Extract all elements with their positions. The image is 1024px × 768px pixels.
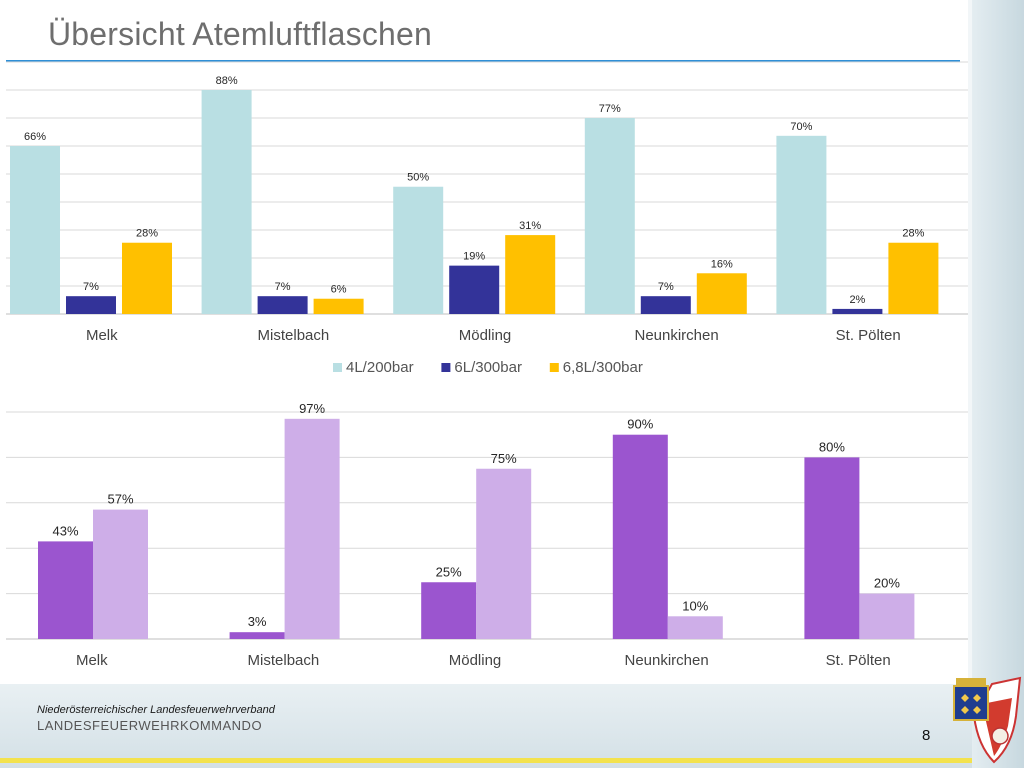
title-underline xyxy=(6,60,960,62)
data-label: 7% xyxy=(658,281,674,293)
data-label: 28% xyxy=(136,228,158,240)
bar-4l-200bar-mistelbach xyxy=(201,90,252,314)
bar-nll-neunkirchen xyxy=(612,434,668,639)
bar-6-8l-300bar-mistelbach xyxy=(313,298,364,314)
data-label: 2% xyxy=(849,294,865,306)
slide-title: Übersicht Atemluftflaschen xyxy=(48,16,433,52)
bar-nll-st-pölten xyxy=(804,457,860,639)
right-band-edge xyxy=(968,0,972,768)
category-label: Mistelbach xyxy=(258,327,330,344)
category-label: Melk xyxy=(76,652,108,669)
right-decor-band xyxy=(972,0,1024,768)
data-label: 16% xyxy=(711,258,733,270)
category-label: St. Pölten xyxy=(826,652,891,669)
data-label: 66% xyxy=(24,131,46,143)
bar-nll-mistelbach xyxy=(229,632,285,639)
data-label: 7% xyxy=(83,281,99,293)
data-label: 10% xyxy=(682,598,708,613)
legend-entry: 6,8L/300bar xyxy=(563,359,643,376)
data-label: 88% xyxy=(216,75,238,87)
bar-fin-neunkirchen xyxy=(667,616,723,639)
coat-of-arms-icon xyxy=(953,676,1022,764)
footer-band xyxy=(0,684,972,768)
category-label: Neunkirchen xyxy=(634,327,718,344)
chart-cylinder-types: 66% 7% 28% Melk 88% 7% 6% Mistelbach 50% 19% 31% Mö… xyxy=(6,61,968,376)
bar-nll-mödling xyxy=(421,582,477,639)
data-label: 25% xyxy=(436,564,462,579)
category-label: Mistelbach xyxy=(248,652,320,669)
data-label: 31% xyxy=(519,220,541,232)
data-label: 77% xyxy=(599,103,621,115)
bar-4l-200bar-neunkirchen xyxy=(584,118,635,314)
bar-6l-300bar-neunkirchen xyxy=(640,296,691,314)
bar-6l-300bar-melk xyxy=(66,296,116,314)
bar-6-8l-300bar-neunkirchen xyxy=(696,273,747,314)
data-label: 80% xyxy=(819,439,845,454)
bar-6l-300bar-mistelbach xyxy=(257,296,308,314)
data-label: 20% xyxy=(874,576,900,591)
bar-4l-200bar-mödling xyxy=(393,186,444,314)
footer-unit: LANDESFEUERWEHRKOMMANDO xyxy=(37,718,263,733)
bar-fin-st-pölten xyxy=(859,593,915,639)
category-label: Melk xyxy=(86,327,118,344)
data-label: 50% xyxy=(407,172,429,184)
bar-fin-melk xyxy=(93,509,148,639)
footer-yellow-stripe xyxy=(0,758,972,763)
data-label: 7% xyxy=(275,281,291,293)
data-label: 97% xyxy=(299,401,325,416)
bar-fin-mistelbach xyxy=(284,418,340,639)
legend-swatch-6-8l-300bar xyxy=(549,363,559,372)
data-label: 75% xyxy=(491,451,517,466)
category-label: St. Pölten xyxy=(836,327,901,344)
chart-nll-fin: 43% 57% Melk 3% 97% Mistelbach 25% 75% Mödling 90… xyxy=(6,401,968,690)
category-label: Mödling xyxy=(459,327,512,344)
data-label: 6% xyxy=(331,284,347,296)
category-label: Mödling xyxy=(449,652,502,669)
bar-4l-200bar-melk xyxy=(10,146,60,314)
bar-nll-melk xyxy=(38,541,93,639)
bar-4l-200bar-st-pölten xyxy=(776,135,827,314)
data-label: 28% xyxy=(902,228,924,240)
bar-fin-mödling xyxy=(476,468,532,639)
data-label: 19% xyxy=(463,251,485,263)
bar-6l-300bar-mödling xyxy=(449,265,500,314)
bar-6-8l-300bar-st-pölten xyxy=(888,242,939,314)
legend-entry: 6L/300bar xyxy=(454,359,522,376)
bar-6l-300bar-st-pölten xyxy=(832,308,883,314)
legend-entry: 4L/200bar xyxy=(346,359,414,376)
category-label: Neunkirchen xyxy=(624,652,708,669)
data-label: 3% xyxy=(248,614,267,629)
data-label: 43% xyxy=(52,523,78,538)
legend-swatch-4l-200bar xyxy=(333,363,342,372)
data-label: 90% xyxy=(627,417,653,432)
data-label: 57% xyxy=(107,492,133,507)
legend-swatch-6l-300bar xyxy=(441,363,451,372)
footer-organization: Niederösterreichischer Landesfeuerwehrve… xyxy=(37,704,275,716)
bar-6-8l-300bar-mödling xyxy=(505,235,556,314)
bar-6-8l-300bar-melk xyxy=(122,242,172,314)
page-number: 8 xyxy=(922,727,931,744)
data-label: 70% xyxy=(790,121,812,133)
